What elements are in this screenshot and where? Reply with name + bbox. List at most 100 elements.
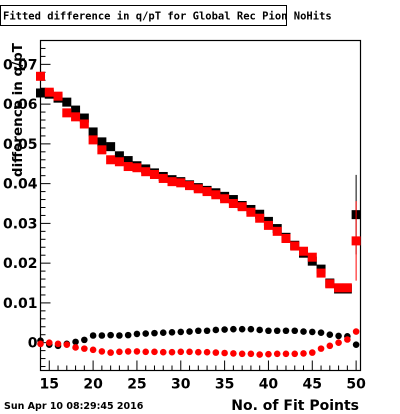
data-point-square: [36, 71, 45, 81]
data-point-square: [71, 105, 81, 115]
data-point-circle: [265, 350, 272, 358]
data-point-circle: [195, 348, 202, 356]
data-point-circle: [89, 346, 97, 354]
data-point-circle: [186, 348, 193, 356]
data-point-circle: [159, 348, 167, 356]
data-point-circle: [326, 331, 334, 339]
data-point-circle: [291, 327, 299, 335]
data-point-square: [228, 199, 238, 209]
x-axis-label: No. of Fit Points: [231, 398, 359, 414]
data-point-circle: [273, 327, 281, 335]
data-point-circle: [81, 336, 88, 344]
data-point-square: [167, 177, 177, 187]
data-point-square: [193, 184, 203, 194]
data-point-circle: [203, 327, 211, 335]
data-point-square: [123, 156, 133, 166]
data-point-circle: [203, 348, 211, 356]
data-point-circle: [151, 348, 158, 356]
data-point-square: [281, 234, 291, 243]
data-point-square: [246, 207, 256, 217]
data-point-circle: [72, 338, 79, 346]
y-tick-label: 0.06: [3, 97, 38, 113]
data-point-circle: [317, 329, 325, 337]
data-point-circle: [124, 331, 132, 339]
data-point-circle: [177, 328, 185, 336]
y-axis-label: difference in q/pT: [10, 42, 26, 177]
data-point-circle: [168, 329, 176, 336]
chart-title: Fitted difference in q/pT for Global Rec…: [3, 11, 332, 23]
data-point-circle: [212, 326, 220, 334]
data-point-circle: [212, 349, 220, 356]
data-point-circle: [221, 326, 228, 333]
data-point-square: [272, 226, 282, 236]
data-point-circle: [282, 350, 290, 358]
data-point-circle: [335, 332, 342, 340]
plot-frame: [39, 39, 362, 372]
data-point-square: [342, 283, 352, 293]
data-point-square: [299, 246, 309, 256]
data-point-circle: [107, 331, 114, 339]
data-point-square: [114, 151, 124, 161]
data-point-circle: [89, 332, 97, 339]
data-point-circle: [282, 327, 290, 335]
x-tick-label: 40: [259, 377, 279, 393]
data-point-square: [79, 113, 89, 123]
data-point-circle: [116, 348, 123, 356]
data-point-square: [263, 220, 273, 230]
data-point-square: [71, 112, 81, 122]
data-point-circle: [72, 344, 79, 351]
data-point-square: [176, 178, 186, 188]
data-point-circle: [300, 328, 307, 335]
data-point-circle: [177, 348, 185, 356]
data-point-circle: [142, 348, 150, 356]
data-point-circle: [308, 328, 316, 336]
data-point-square: [316, 268, 326, 278]
data-point-circle: [186, 328, 193, 335]
data-point-circle: [81, 345, 88, 352]
data-point-square: [44, 87, 54, 97]
data-point-square: [97, 145, 107, 155]
data-point-circle: [133, 348, 141, 355]
data-point-square: [290, 241, 300, 251]
data-point-circle: [247, 325, 255, 333]
data-point-square: [106, 155, 116, 165]
data-point-circle: [168, 348, 176, 356]
data-point-circle: [352, 328, 360, 335]
data-marks: [36, 71, 361, 358]
y-tick-label: 0: [28, 336, 38, 352]
data-point-square: [211, 190, 221, 200]
y-tick-label: 0.01: [3, 296, 38, 312]
data-point-circle: [133, 330, 141, 338]
x-tick-label: 30: [171, 377, 191, 393]
x-tick-label: 50: [346, 377, 366, 393]
data-point-circle: [344, 336, 351, 343]
data-point-circle: [230, 350, 237, 357]
data-point-square: [79, 119, 89, 129]
data-point-square: [132, 163, 142, 173]
data-point-circle: [159, 329, 167, 337]
data-point-circle: [116, 332, 123, 339]
x-tick-label: 15: [40, 377, 59, 393]
y-tick-label: 0.05: [3, 137, 38, 153]
x-tick-label: 45: [303, 377, 322, 393]
data-point-square: [158, 173, 168, 183]
data-point-square: [185, 181, 195, 191]
data-point-circle: [45, 339, 53, 346]
data-point-square: [237, 202, 247, 212]
data-point-square: [325, 279, 335, 289]
data-point-circle: [335, 339, 342, 346]
data-point-circle: [317, 345, 325, 352]
data-point-circle: [98, 348, 106, 355]
data-point-square: [351, 236, 361, 246]
data-point-circle: [37, 340, 44, 348]
data-point-circle: [230, 325, 237, 333]
data-point-circle: [238, 325, 246, 333]
data-point-square: [62, 97, 72, 107]
y-tick-label: 0.02: [3, 256, 38, 272]
data-point-circle: [273, 350, 281, 358]
data-point-circle: [63, 341, 71, 348]
x-tick-label: 20: [83, 377, 103, 393]
data-point-square: [123, 162, 133, 172]
data-point-square: [62, 108, 72, 118]
data-point-circle: [142, 330, 150, 337]
